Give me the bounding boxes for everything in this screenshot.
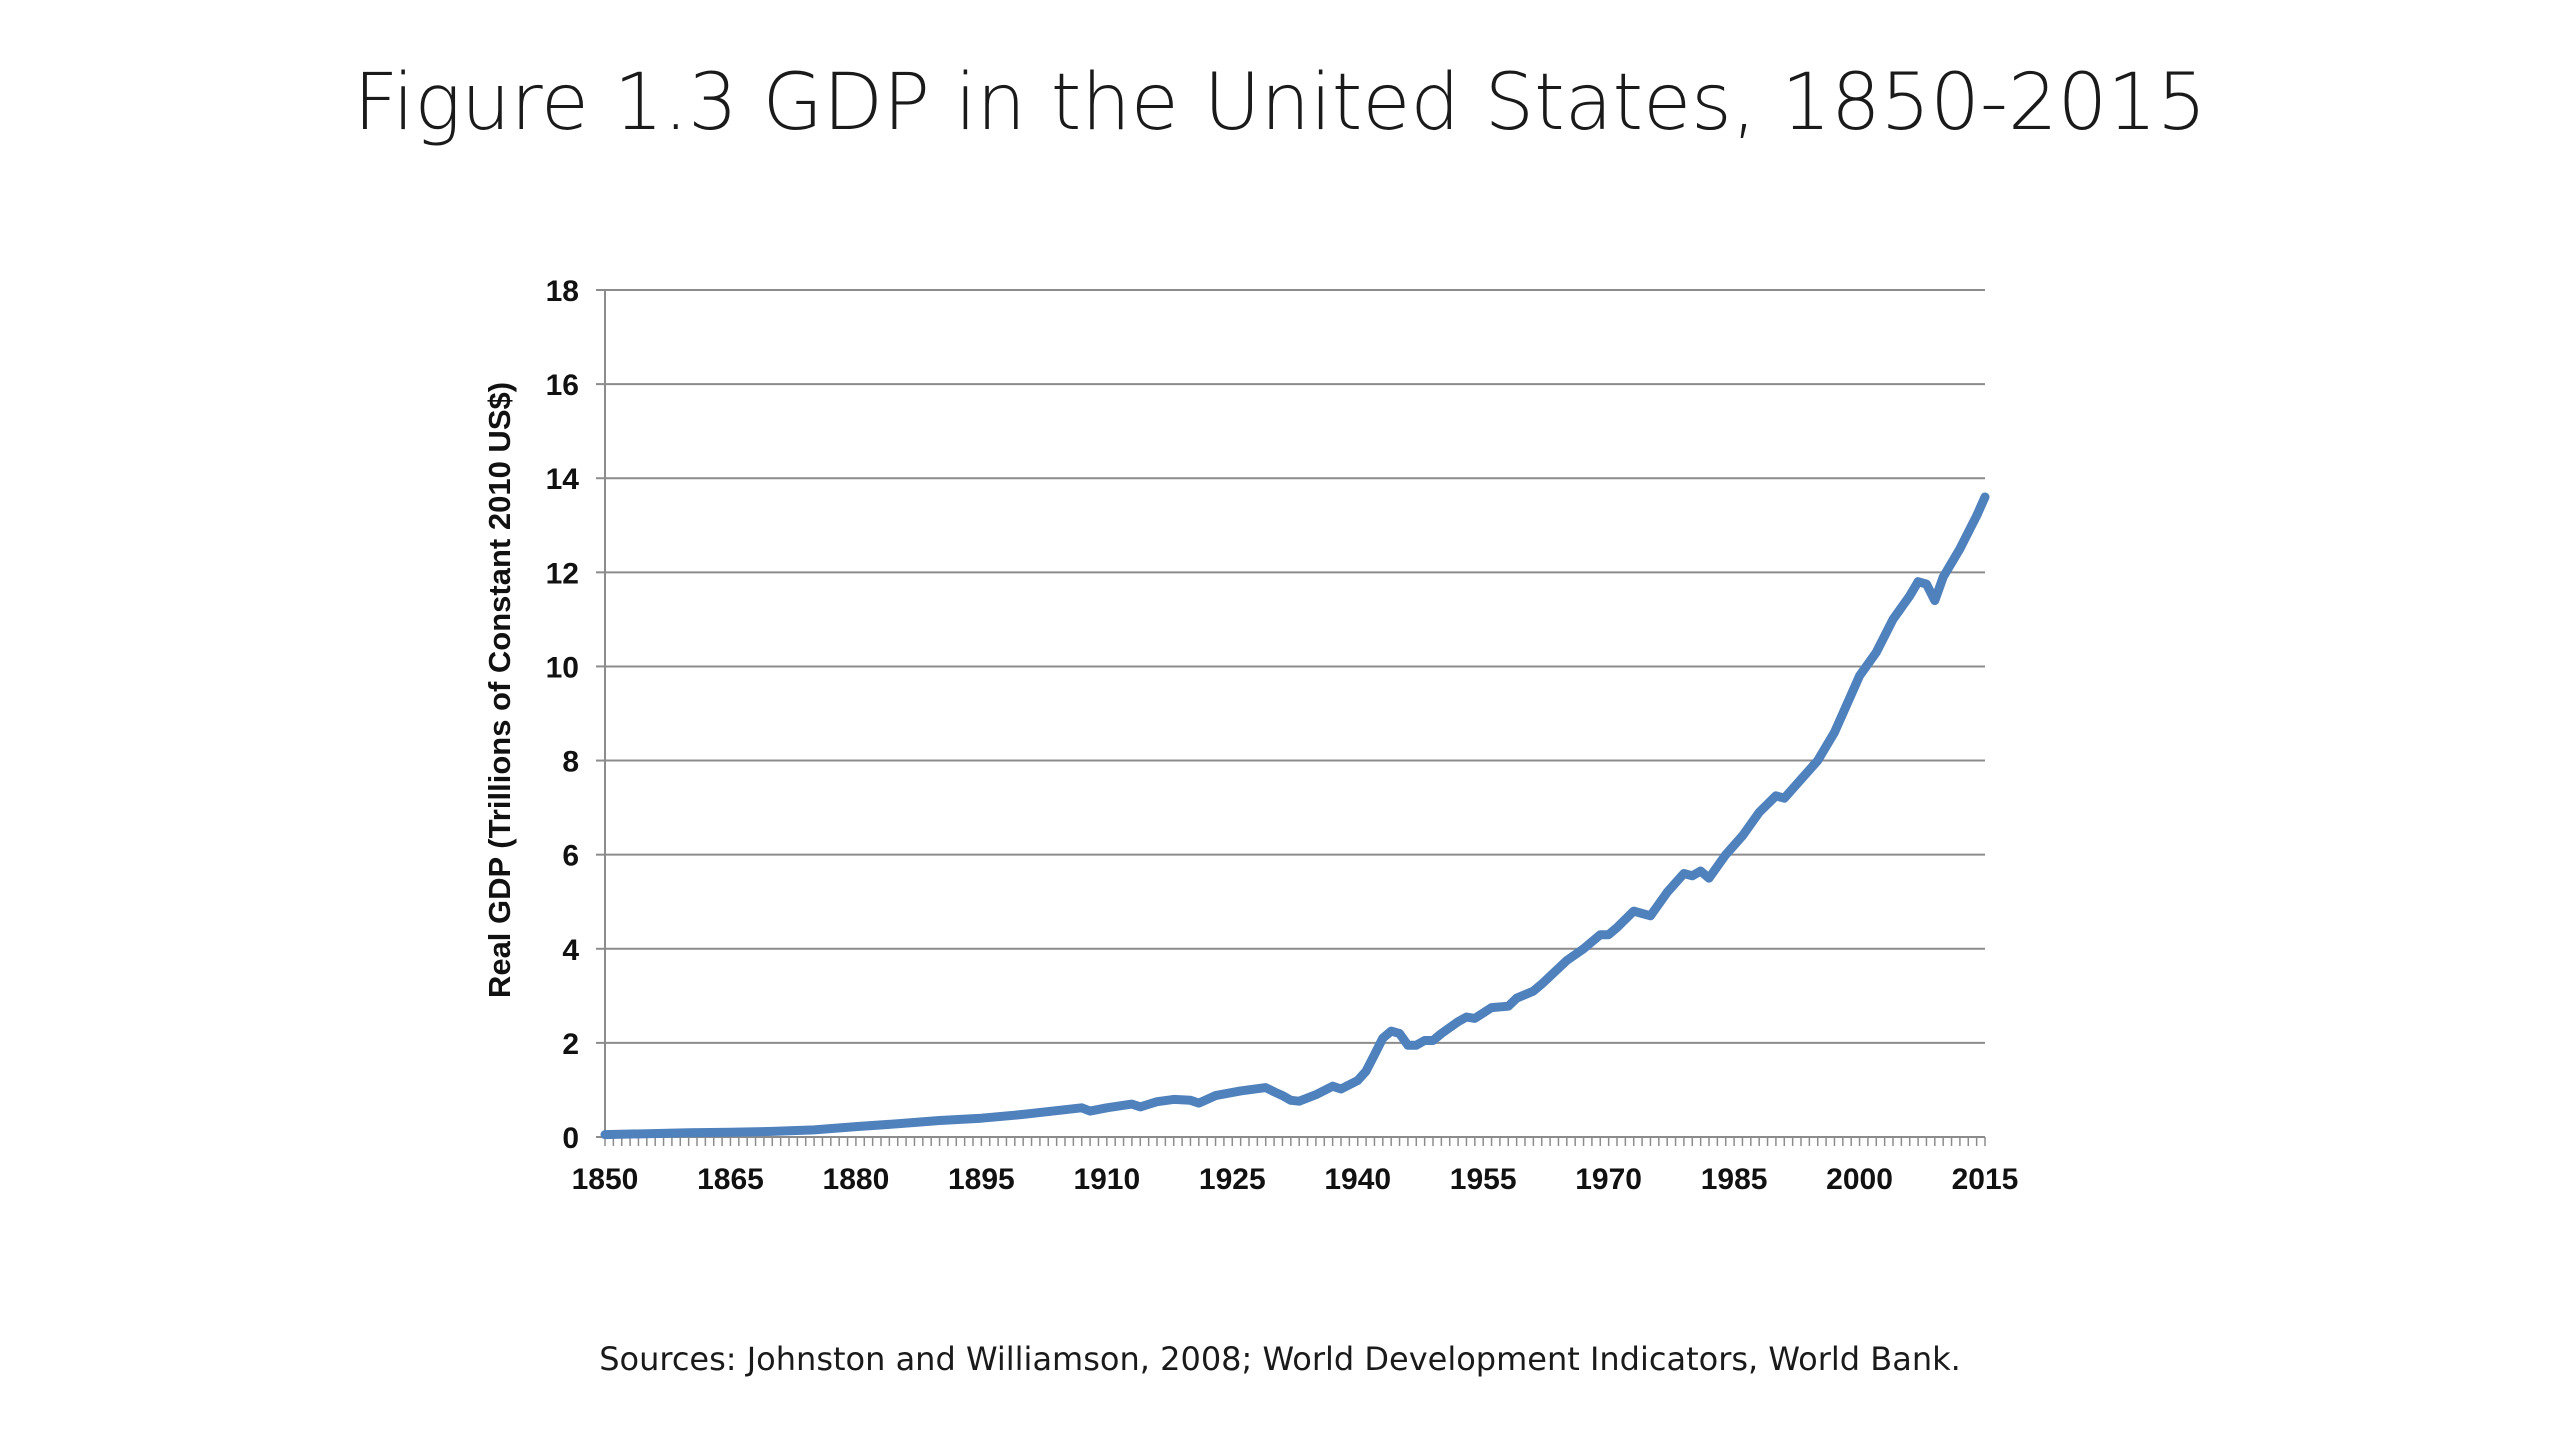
x-tick-label: 1955	[1450, 1163, 1517, 1196]
x-tick-label: 1925	[1199, 1163, 1266, 1196]
x-tick-label: 2000	[1826, 1163, 1893, 1196]
source-note: Sources: Johnston and Williamson, 2008; …	[599, 1340, 1961, 1378]
gridlines	[605, 289, 1985, 1044]
x-tick-label: 1895	[948, 1163, 1015, 1196]
axes	[596, 289, 1986, 1146]
y-tick-label: 6	[562, 840, 579, 873]
x-tick-label: 1910	[1073, 1163, 1140, 1196]
y-axis-title: Real GDP (Trillions of Constant 2010 US$…	[482, 382, 517, 998]
slide-title: Figure 1.3 GDP in the United States, 185…	[353, 58, 2207, 148]
y-tick-label: 14	[546, 463, 580, 496]
y-tick-label: 16	[546, 369, 579, 402]
x-tick-label: 2015	[1952, 1163, 2019, 1196]
x-tick-label: 1940	[1324, 1163, 1391, 1196]
x-tick-label: 1985	[1701, 1163, 1768, 1196]
x-tick-label: 1970	[1575, 1163, 1642, 1196]
y-tick-label: 12	[546, 557, 579, 590]
x-tick-label: 1865	[697, 1163, 764, 1196]
y-tick-label: 18	[546, 275, 579, 308]
y-tick-label: 2	[562, 1028, 579, 1061]
y-tick-label: 10	[546, 651, 579, 684]
x-tick-labels: 1850 1865 1880 1895 1910 1925 1940 1955 1970 1985…	[572, 1163, 2019, 1196]
y-tick-labels: 0 2 4 6 8 10 12 14 16 18	[546, 275, 580, 1155]
y-tick-label: 4	[562, 934, 579, 967]
x-tick-label: 1850	[572, 1163, 639, 1196]
series	[600, 492, 1990, 1140]
series-line-0	[600, 492, 1990, 1140]
y-tick-label: 8	[562, 746, 579, 779]
x-tick-label: 1880	[823, 1163, 890, 1196]
y-tick-label: 0	[562, 1122, 579, 1155]
